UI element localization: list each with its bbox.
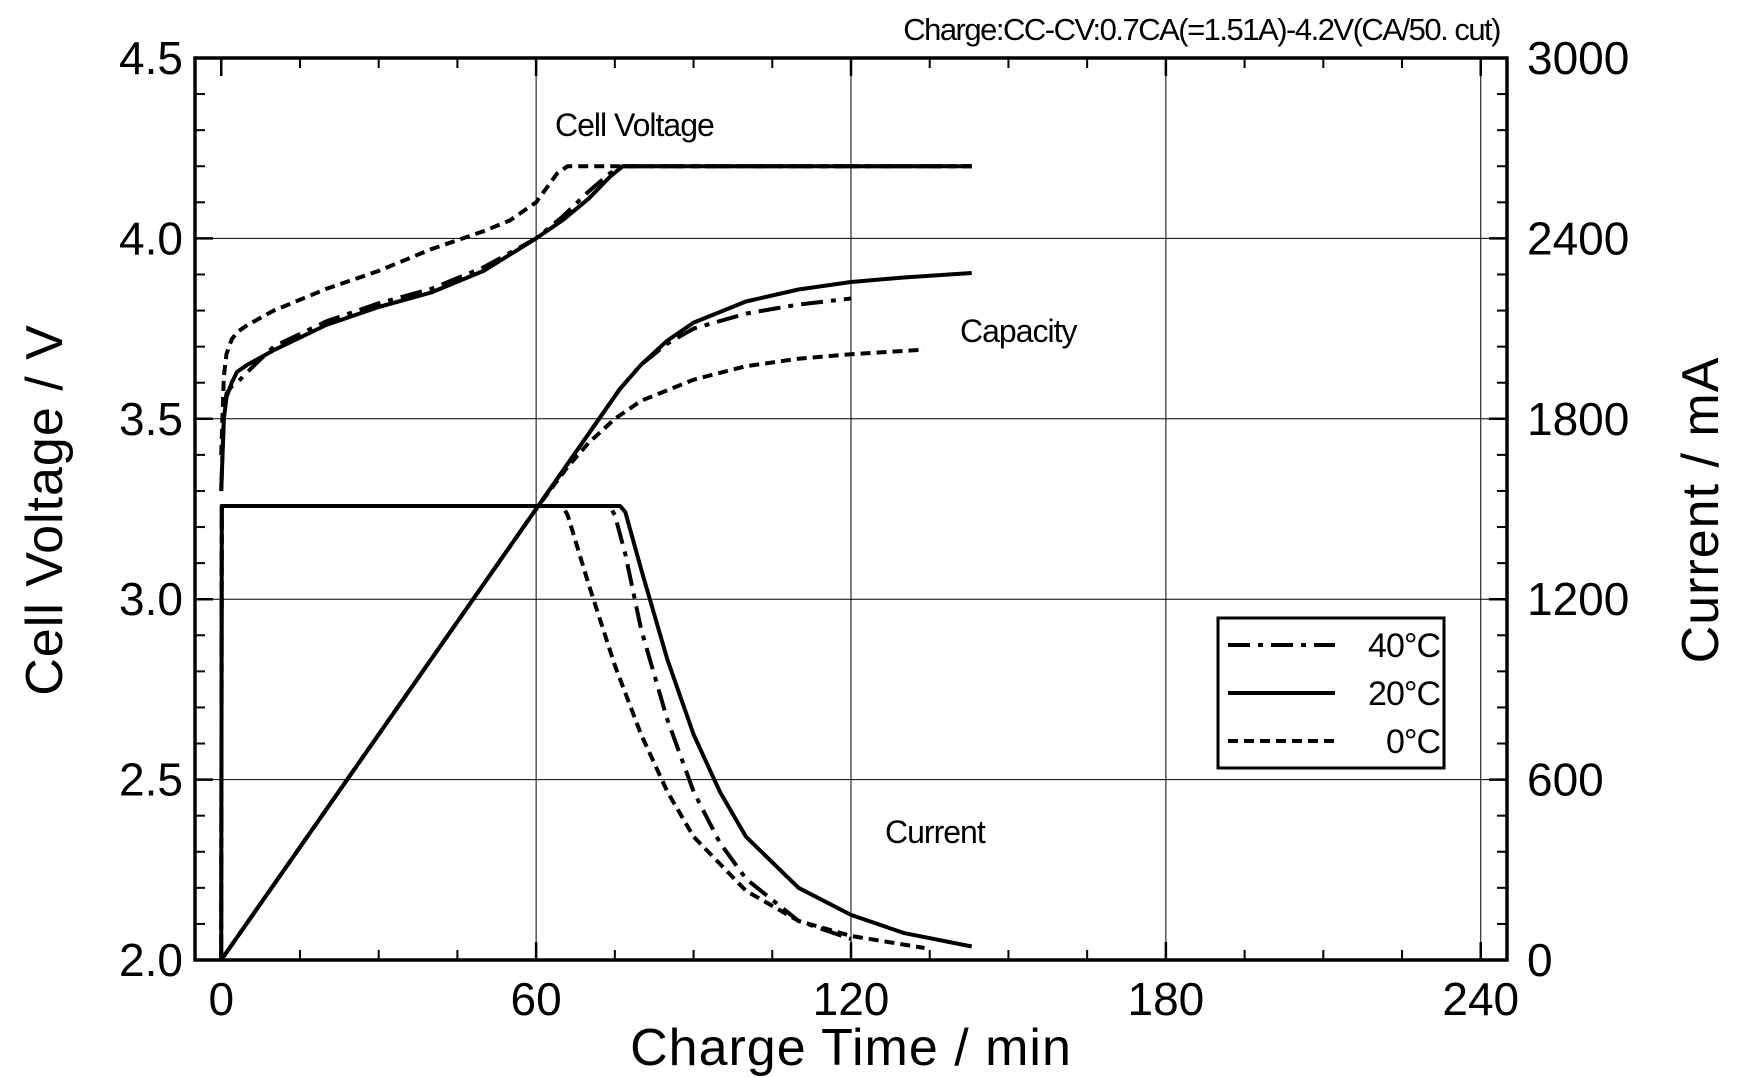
annotation-cell-voltage: Cell Voltage	[555, 107, 714, 143]
legend-label-40c: 40°C	[1368, 627, 1440, 665]
series-line-current-20c	[219, 504, 973, 961]
ticks	[195, 56, 1507, 962]
series-line-current-0c	[219, 504, 925, 961]
legend-label-0c: 0°C	[1386, 723, 1441, 761]
y2-tick-label: 1200	[1527, 573, 1629, 625]
annotation-capacity: Capacity	[960, 313, 1078, 349]
series-group	[219, 164, 973, 962]
legend: 40°C 20°C 0°C	[1216, 616, 1446, 770]
y2-tick-label: 600	[1527, 754, 1604, 806]
y2-tick-label: 2400	[1527, 212, 1629, 264]
x-tick-label: 240	[1442, 973, 1519, 1025]
series-line-cell-voltage-0c	[219, 164, 972, 455]
x-tick-label: 120	[813, 973, 890, 1025]
y-tick-label: 3.0	[119, 573, 183, 625]
y-axis-title: Cell Voltage / V	[16, 324, 74, 696]
x-tick-label: 180	[1128, 973, 1205, 1025]
y2-tick-label: 3000	[1527, 32, 1629, 84]
y2-axis-title: Current / mA	[1672, 357, 1730, 664]
y-tick-label: 4.5	[119, 32, 183, 84]
y2-tick-label: 0	[1527, 934, 1553, 986]
series-line-capacity-0c	[219, 347, 925, 962]
x-tick-label: 60	[511, 973, 562, 1025]
series-line-capacity-20c	[219, 271, 972, 962]
y-tick-label: 4.0	[119, 212, 183, 264]
legend-label-20c: 20°C	[1368, 675, 1440, 713]
annotation-current: Current	[885, 814, 986, 850]
series-line-cell-voltage-20c	[219, 164, 972, 492]
y-tick-label: 2.0	[119, 934, 183, 986]
grid	[195, 58, 1507, 960]
tick-labels: 0 60 120 180 240 2.0 2.5 3.0 3.5 4.0 4.5 0 600 1200 18…	[119, 32, 1629, 1025]
y-tick-label: 3.5	[119, 393, 183, 445]
x-tick-label: 0	[208, 973, 234, 1025]
y2-tick-label: 1800	[1527, 393, 1629, 445]
series-line-capacity-40c	[219, 296, 852, 962]
x-axis-title: Charge Time / min	[630, 1019, 1072, 1077]
chart-title: Charge:CC-CV:0.7CA(=1.51A)-4.2V(CA/50. c…	[903, 12, 1500, 47]
y-tick-label: 2.5	[119, 754, 183, 806]
